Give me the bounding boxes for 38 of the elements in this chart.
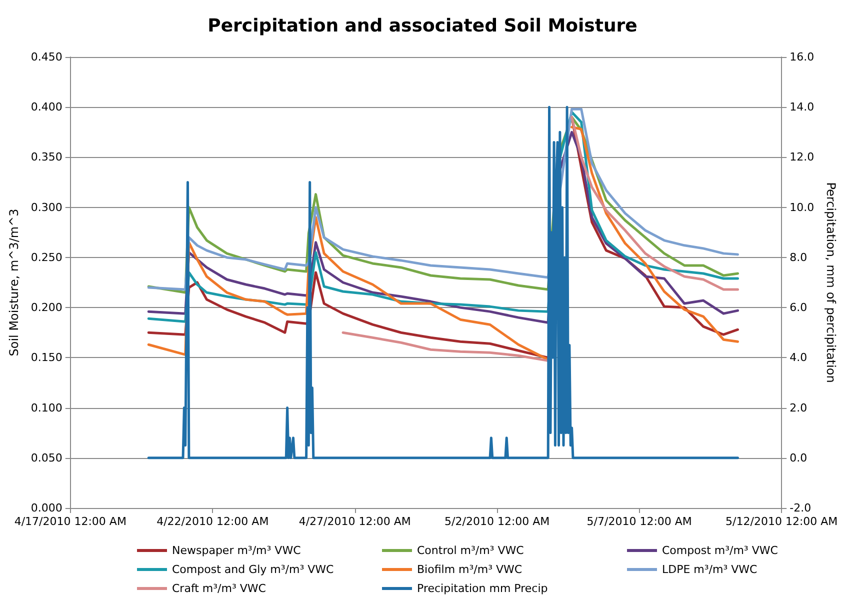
y-tick-label: 0.300 (30, 200, 62, 214)
legend-label: Control m³/m³ VWC (417, 544, 524, 557)
y2-axis-title: Percipitation, mm of percipitation (824, 182, 838, 383)
x-tick-label: 5/12/2010 12:00 AM (726, 515, 838, 528)
y-tick-label: 0.000 (30, 502, 62, 514)
y-tick-label: 0.200 (30, 301, 62, 314)
y2-tick-label: -2.0 (790, 502, 812, 514)
y2-tick-label: 12.0 (790, 150, 814, 164)
y-tick-label: 0.400 (30, 100, 62, 114)
y2-tick-label: 14.0 (790, 100, 814, 114)
x-tick-label: 4/22/2010 12:00 AM (156, 515, 269, 528)
chart-title: Percipitation and associated Soil Moisture (208, 16, 638, 36)
y-tick-label: 0.450 (30, 50, 62, 64)
y2-tick-label: 6.0 (790, 301, 808, 314)
legend-label: Compost and Gly m³/m³ VWC (172, 563, 334, 576)
legend-label: LDPE m³/m³ VWC (662, 563, 758, 576)
y2-tick-label: 4.0 (790, 351, 808, 364)
y-tick-label: 0.100 (30, 401, 62, 414)
legend-label: Biofilm m³/m³ VWC (417, 563, 522, 576)
y2-tick-label: 2.0 (790, 401, 808, 414)
y2-tick-label: 8.0 (790, 250, 808, 264)
x-tick-label: 5/2/2010 12:00 AM (444, 515, 550, 528)
y2-tick-label: 10.0 (790, 200, 814, 214)
legend-label: Precipitation mm Precip (417, 582, 548, 595)
y-tick-label: 0.350 (30, 150, 62, 164)
x-tick-label: 5/7/2010 12:00 AM (586, 515, 692, 528)
legend-label: Newspaper m³/m³ VWC (172, 544, 302, 557)
line-series (147, 106, 739, 460)
y-tick-label: 0.050 (30, 451, 62, 464)
x-tick-label: 4/17/2010 12:00 AM (14, 515, 126, 528)
legend-label: Compost m³/m³ VWC (662, 544, 778, 557)
legend-label: Craft m³/m³ VWC (172, 582, 266, 595)
y-axis-title: Soil Moisture, m^3/m^3 (7, 208, 21, 356)
y2-tick-label: 0.0 (790, 451, 808, 464)
x-tick-label: 4/27/2010 12:00 AM (298, 515, 411, 528)
y2-tick-label: 16.0 (790, 50, 814, 64)
y-tick-label: 0.250 (30, 250, 62, 264)
y-tick-label: 0.150 (30, 351, 62, 364)
